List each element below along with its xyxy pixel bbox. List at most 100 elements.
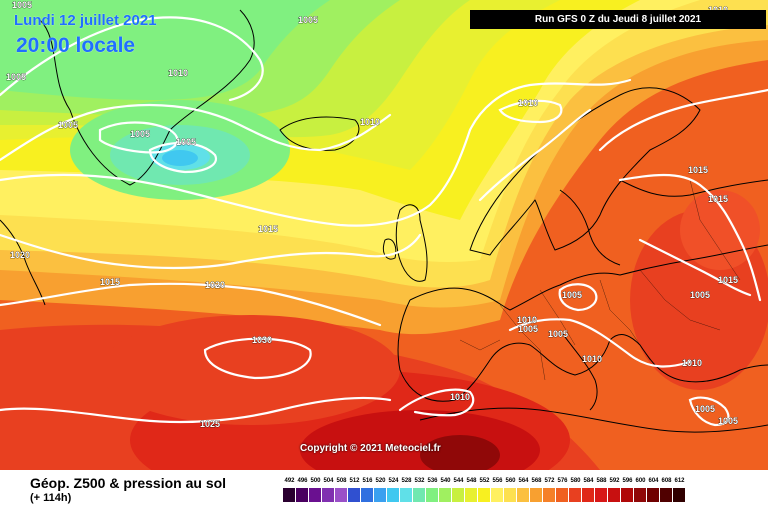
- legend-tick-label: 588: [596, 478, 607, 484]
- legend-tick-label: 536: [427, 478, 438, 484]
- isobar-label: 1005: [695, 404, 715, 414]
- legend-tick-label: 504: [323, 478, 334, 484]
- legend-swatch: [309, 488, 322, 502]
- legend-swatch: [296, 488, 309, 502]
- forecast-date: Lundi 12 juillet 2021: [14, 12, 157, 29]
- legend-swatch: [504, 488, 517, 502]
- isobar-label: 1025: [200, 419, 220, 429]
- legend-tick-label: 560: [505, 478, 516, 484]
- legend-tick-label: 496: [297, 478, 308, 484]
- legend-swatch: [478, 488, 491, 502]
- isobar-label: 1005: [690, 290, 710, 300]
- isobars: [0, 16, 768, 427]
- isobar-label: 1005: [718, 416, 738, 426]
- legend-tick-label: 552: [479, 478, 490, 484]
- isobar-label: 1005: [58, 120, 78, 130]
- legend-swatch: [595, 488, 608, 502]
- weather-map: 1005 1005 1005 1005 1010 1010 1010 1005 …: [0, 0, 768, 470]
- isobar-label: 1010: [518, 98, 538, 108]
- legend-swatch: [452, 488, 465, 502]
- legend-swatch: [465, 488, 478, 502]
- legend-tick-label: 604: [648, 478, 659, 484]
- legend-swatch: [582, 488, 595, 502]
- legend-tick-label: 576: [557, 478, 568, 484]
- legend-tick-label: 528: [401, 478, 412, 484]
- legend-tick-label: 580: [570, 478, 581, 484]
- isobar-label: 1015: [708, 194, 728, 204]
- legend-tick-label: 572: [544, 478, 555, 484]
- isobar-label: 1005: [12, 0, 32, 10]
- legend-swatch: [647, 488, 660, 502]
- legend-tick-label: 548: [466, 478, 477, 484]
- legend-swatch: [621, 488, 634, 502]
- legend-tick-label: 532: [414, 478, 425, 484]
- isobar-label: 1005: [6, 72, 26, 82]
- legend-tick-label: 600: [635, 478, 646, 484]
- isobar-label: 1030: [252, 335, 272, 345]
- legend-swatch: [400, 488, 413, 502]
- isobar-label: 1015: [258, 224, 278, 234]
- forecast-local-time: 20:00 locale: [16, 34, 136, 57]
- isobar-label: 1005: [548, 329, 568, 339]
- legend-tick-label: 520: [375, 478, 386, 484]
- legend-swatch: [413, 488, 426, 502]
- footer: Géop. Z500 & pression au sol (+ 114h) 49…: [0, 470, 768, 512]
- legend-tick-label: 608: [661, 478, 672, 484]
- legend-swatch: [530, 488, 543, 502]
- legend-swatch: [608, 488, 621, 502]
- legend-swatch: [322, 488, 335, 502]
- isobar-label: 1005: [130, 129, 150, 139]
- isobar-label: 1010: [360, 117, 380, 127]
- legend-tick-label: 544: [453, 478, 464, 484]
- isobar-label: 1015: [100, 277, 120, 287]
- isobar-label: 1020: [10, 250, 30, 260]
- legend-tick-label: 592: [609, 478, 620, 484]
- legend-swatch: [569, 488, 582, 502]
- borders: [459, 179, 741, 381]
- legend-tick-label: 492: [284, 478, 295, 484]
- legend-swatch: [556, 488, 569, 502]
- legend-swatch: [348, 488, 361, 502]
- coastlines: [0, 9, 768, 433]
- legend-tick-label: 524: [388, 478, 399, 484]
- legend-tick-label: 516: [362, 478, 373, 484]
- legend-swatch: [673, 488, 686, 502]
- isobar-label: 1005: [518, 324, 538, 334]
- forecast-offset: (+ 114h): [30, 492, 72, 504]
- legend-tick-label: 596: [622, 478, 633, 484]
- legend-tick-label: 508: [336, 478, 347, 484]
- isobar-label: 1010: [582, 354, 602, 364]
- legend-swatch: [517, 488, 530, 502]
- legend-swatch: [374, 488, 387, 502]
- isobar-label: 1005: [176, 137, 196, 147]
- isobar-label: 1005: [562, 290, 582, 300]
- legend-swatch: [426, 488, 439, 502]
- legend-swatch: [283, 488, 296, 502]
- legend-swatch: [660, 488, 673, 502]
- legend-tick-label: 568: [531, 478, 542, 484]
- isobar-labels: 1005 1005 1005 1005 1010 1010 1010 1005 …: [6, 0, 739, 429]
- run-info-banner: Run GFS 0 Z du Jeudi 8 juillet 2021: [470, 10, 766, 29]
- isobar-label: 1020: [205, 280, 225, 290]
- isobar-label: 1010: [517, 315, 537, 325]
- legend-swatch: [439, 488, 452, 502]
- isobar-label: 1005: [298, 15, 318, 25]
- legend-tick-label: 512: [349, 478, 360, 484]
- isobar-label: 1015: [688, 165, 708, 175]
- legend-tick-label: 584: [583, 478, 594, 484]
- isobar-label: 1010: [682, 358, 702, 368]
- legend-scale-labels: 492 496 500 504 508 512 516 520 524 528 532 536 540 5…: [283, 478, 686, 484]
- legend-tick-label: 612: [674, 478, 685, 484]
- legend-swatch: [335, 488, 348, 502]
- isobar-label: 1010: [450, 392, 470, 402]
- legend-tick-label: 500: [310, 478, 321, 484]
- legend-tick-label: 540: [440, 478, 451, 484]
- isobar-label: 1010: [168, 68, 188, 78]
- legend-tick-label: 564: [518, 478, 529, 484]
- legend-color-bar: [283, 488, 686, 502]
- legend-swatch: [361, 488, 374, 502]
- map-title: Géop. Z500 & pression au sol: [30, 475, 227, 491]
- copyright-text: Copyright © 2021 Meteociel.fr: [300, 443, 441, 454]
- legend-swatch: [387, 488, 400, 502]
